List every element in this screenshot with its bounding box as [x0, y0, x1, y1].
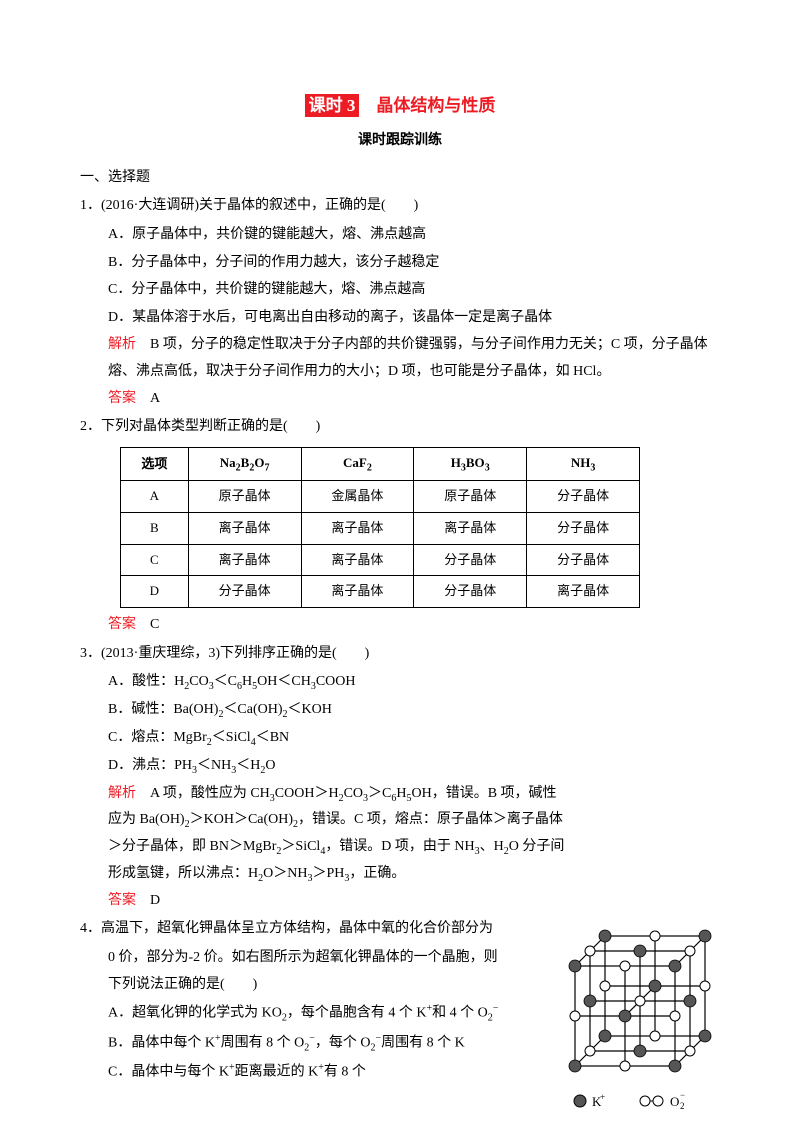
q3-explanation: 解析 A 项，酸性应为 CH3COOH＞H2CO3＞C6H5OH，错误。B 项，… — [108, 781, 568, 888]
q3-number: 3． — [80, 646, 101, 661]
q1-expl-text: B 项，分子的稳定性取决于分子内部的共价键强弱，与分子间作用力无关；C 项，分子… — [108, 337, 708, 379]
svg-text:2: 2 — [680, 1101, 685, 1111]
q2-answer: 答案 C — [80, 612, 720, 639]
q2-table: 选项 Na2B2O7 CaF2 H3BO3 NH3 A原子晶体金属晶体原子晶体分… — [120, 447, 640, 608]
answer-label: 答案 — [108, 893, 136, 908]
question-2: 2．下列对晶体类型判断正确的是( ) — [80, 414, 720, 441]
th: Na2B2O7 — [188, 447, 301, 481]
q4-number: 4． — [80, 921, 101, 936]
cube-icon: K + O 2 − — [560, 926, 730, 1126]
q1-answer: 答案 A — [108, 386, 720, 413]
q3-opt-a: A．酸性：H2CO3＜C6H5OH＜CH3COOH — [108, 669, 720, 696]
th: H3BO3 — [414, 447, 527, 481]
q3-ans-text: D — [136, 893, 160, 908]
q2-ans-text: C — [136, 617, 159, 632]
q4-opt-c: C．晶体中与每个 K+距离最近的 K+有 8 个 — [108, 1058, 548, 1086]
table-row: A原子晶体金属晶体原子晶体分子晶体 — [121, 481, 640, 513]
th: 选项 — [121, 447, 189, 481]
table-header-row: 选项 Na2B2O7 CaF2 H3BO3 NH3 — [121, 447, 640, 481]
q2-stem: 下列对晶体类型判断正确的是( ) — [101, 419, 320, 434]
svg-text:+: + — [600, 1092, 605, 1102]
q1-opt-a: A．原子晶体中，共价键的键能越大，熔、沸点越高 — [108, 222, 720, 249]
table-row: B离子晶体离子晶体离子晶体分子晶体 — [121, 513, 640, 545]
answer-label: 答案 — [108, 617, 136, 632]
q4-opt-a: A．超氧化钾的化学式为 KO2，每个晶胞含有 4 个 K+和 4 个 O2− — [108, 999, 548, 1027]
q3-opt-c: C．熔点：MgBr2＜SiCl4＜BN — [108, 725, 720, 752]
title-rest: 晶体结构与性质 — [359, 96, 495, 115]
q1-opt-d: D．某晶体溶于水后，可电离出自由移动的离子，该晶体一定是离子晶体 — [108, 305, 720, 332]
q3-opt-b: B．碱性：Ba(OH)2＜Ca(OH)2＜KOH — [108, 697, 720, 724]
th: CaF2 — [301, 447, 414, 481]
q4-stem-3: 下列说法正确的是( ) — [80, 972, 548, 999]
section-heading: 一、选择题 — [80, 165, 720, 192]
q1-explanation: 解析 B 项，分子的稳定性取决于分子内部的共价键强弱，与分子间作用力无关；C 项… — [108, 332, 720, 385]
q1-opt-b: B．分子晶体中，分子间的作用力越大，该分子越稳定 — [108, 250, 720, 277]
title-highlight: 课时 3 — [305, 94, 360, 117]
crystal-cell-figure: K + O 2 − — [560, 926, 730, 1137]
q1-opt-c: C．分子晶体中，共价键的键能越大，熔、沸点越高 — [108, 277, 720, 304]
page-title: 课时 3 晶体结构与性质 — [80, 90, 720, 122]
th: NH3 — [527, 447, 640, 481]
svg-text:−: − — [680, 1090, 685, 1100]
question-3: 3．(2013·重庆理综，3)下列排序正确的是( ) — [80, 641, 720, 668]
q2-number: 2． — [80, 419, 101, 434]
table-row: C离子晶体离子晶体分子晶体分子晶体 — [121, 544, 640, 576]
explanation-label: 解析 — [108, 786, 136, 801]
question-1: 1．(2016·大连调研)关于晶体的叙述中，正确的是( ) — [80, 193, 720, 220]
explanation-label: 解析 — [108, 337, 136, 352]
q3-options: A．酸性：H2CO3＜C6H5OH＜CH3COOH B．碱性：Ba(OH)2＜C… — [80, 669, 720, 914]
q4-stem-2: 0 价，部分为-2 价。如右图所示为超氧化钾晶体的一个晶胞，则 — [80, 945, 548, 972]
q4-opt-b: B．晶体中每个 K+周围有 8 个 O2−，每个 O2−周围有 8 个 K — [108, 1029, 548, 1057]
q1-ans-text: A — [136, 391, 160, 406]
svg-text:O: O — [670, 1094, 679, 1109]
q4-options: A．超氧化钾的化学式为 KO2，每个晶胞含有 4 个 K+和 4 个 O2− B… — [80, 999, 548, 1086]
table-row: D分子晶体离子晶体分子晶体离子晶体 — [121, 576, 640, 608]
q1-options: A．原子晶体中，共价键的键能越大，熔、沸点越高 B．分子晶体中，分子间的作用力越… — [80, 222, 720, 412]
q1-stem: (2016·大连调研)关于晶体的叙述中，正确的是( ) — [101, 198, 418, 213]
q4-stem: 高温下，超氧化钾晶体呈立方体结构，晶体中氧的化合价部分为 — [101, 921, 493, 936]
q1-number: 1． — [80, 198, 101, 213]
q3-opt-d: D．沸点：PH3＜NH3＜H2O — [108, 753, 720, 780]
subtitle: 课时跟踪训练 — [80, 128, 720, 155]
answer-label: 答案 — [108, 391, 136, 406]
q3-stem: (2013·重庆理综，3)下列排序正确的是( ) — [101, 646, 369, 661]
q3-answer: 答案 D — [108, 888, 720, 915]
